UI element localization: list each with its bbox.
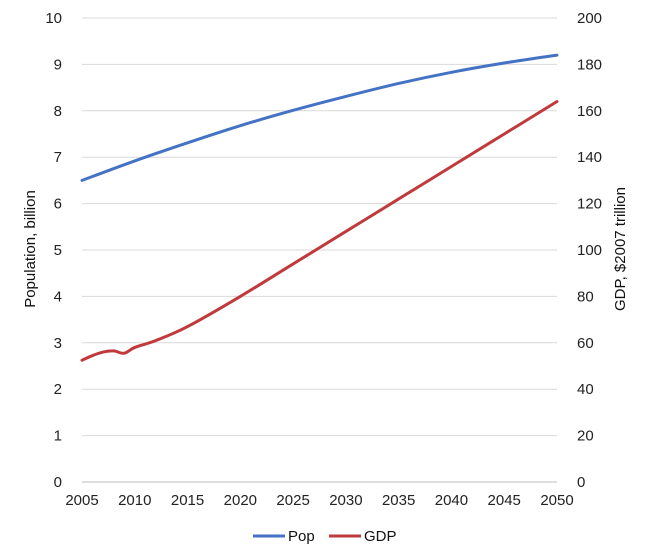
right-tick-label: 60 bbox=[577, 335, 594, 352]
left-tick-label: 8 bbox=[54, 103, 62, 120]
right-tick-label: 0 bbox=[577, 474, 585, 491]
left-axis-ticks: 0 1 2 3 4 5 6 7 8 9 10 bbox=[45, 10, 62, 491]
right-tick-label: 20 bbox=[577, 428, 594, 445]
right-tick-label: 100 bbox=[577, 242, 602, 259]
series-line-pop bbox=[80, 53, 559, 182]
x-axis-ticks: 2005 2010 2015 2020 2025 2030 2035 2040 2045 2050 bbox=[65, 492, 573, 509]
series-line-gdp bbox=[80, 100, 559, 362]
x-tick-label: 2015 bbox=[171, 492, 204, 509]
right-tick-label: 140 bbox=[577, 149, 602, 166]
left-tick-label: 10 bbox=[45, 10, 62, 27]
left-tick-label: 4 bbox=[54, 288, 62, 305]
x-tick-label: 2005 bbox=[65, 492, 98, 509]
right-tick-label: 160 bbox=[577, 103, 602, 120]
x-tick-label: 2020 bbox=[224, 492, 257, 509]
legend-label-gdp: GDP bbox=[364, 528, 397, 545]
right-tick-label: 200 bbox=[577, 10, 602, 27]
series-lines bbox=[80, 53, 559, 362]
legend: Pop GDP bbox=[253, 528, 397, 545]
gridlines bbox=[82, 17, 557, 483]
left-axis-title: Population, billion bbox=[22, 190, 39, 308]
x-tick-label: 2010 bbox=[118, 492, 151, 509]
right-tick-label: 120 bbox=[577, 196, 602, 213]
left-tick-label: 5 bbox=[54, 242, 62, 259]
x-tick-label: 2050 bbox=[540, 492, 573, 509]
x-tick-label: 2030 bbox=[329, 492, 362, 509]
right-axis-title: GDP, $2007 trillion bbox=[612, 187, 629, 311]
x-tick-label: 2025 bbox=[276, 492, 309, 509]
left-tick-label: 9 bbox=[54, 56, 62, 73]
left-tick-label: 2 bbox=[54, 381, 62, 398]
x-tick-label: 2035 bbox=[382, 492, 415, 509]
left-tick-label: 7 bbox=[54, 149, 62, 166]
right-tick-label: 80 bbox=[577, 288, 594, 305]
x-tick-label: 2045 bbox=[488, 492, 521, 509]
left-tick-label: 1 bbox=[54, 428, 62, 445]
x-tick-label: 2040 bbox=[435, 492, 468, 509]
left-tick-label: 6 bbox=[54, 196, 62, 213]
right-tick-label: 40 bbox=[577, 381, 594, 398]
right-axis-ticks: 0 20 40 60 80 100 120 140 160 180 200 bbox=[577, 10, 602, 491]
left-tick-label: 0 bbox=[54, 474, 62, 491]
legend-label-pop: Pop bbox=[288, 528, 315, 545]
left-tick-label: 3 bbox=[54, 335, 62, 352]
right-tick-label: 180 bbox=[577, 56, 602, 73]
